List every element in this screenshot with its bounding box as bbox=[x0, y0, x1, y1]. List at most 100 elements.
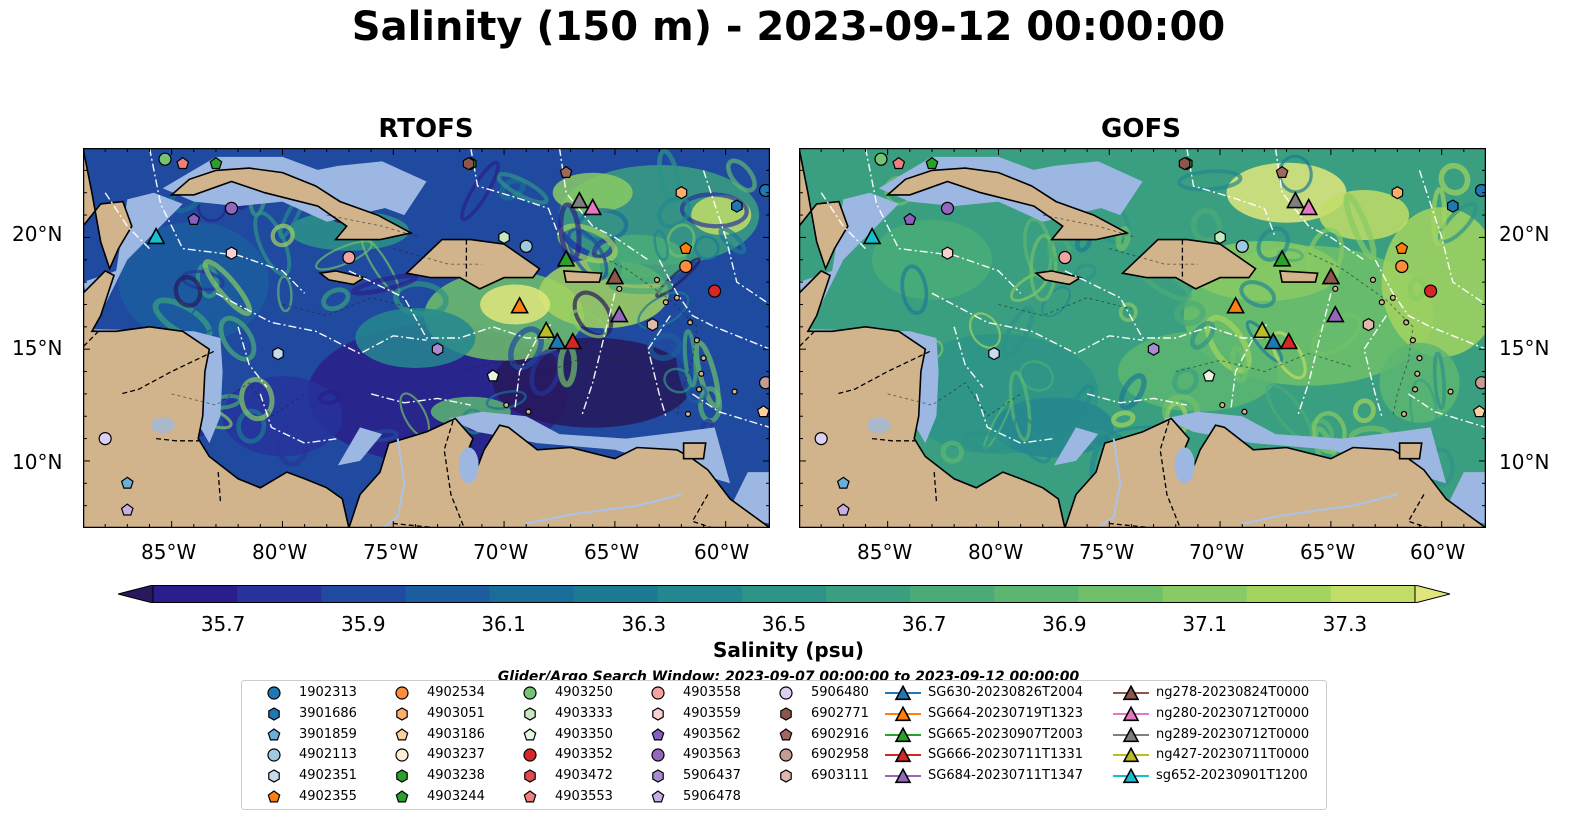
lon-label-85w-rtofs: 85°W bbox=[141, 540, 197, 564]
legend-label: SG666-20230711T1331 bbox=[928, 747, 1084, 763]
marker-4903244 bbox=[209, 156, 223, 170]
legend-label: SG684-20230711T1347 bbox=[928, 768, 1084, 784]
legend-label: 4903350 bbox=[555, 726, 613, 742]
marker-4903563 bbox=[224, 201, 239, 215]
triangle-marker bbox=[1122, 684, 1140, 701]
pentagon-marker bbox=[523, 790, 537, 803]
marker-4902355 bbox=[1395, 241, 1409, 255]
marker-4902534 bbox=[1395, 259, 1409, 274]
pentagon-marker bbox=[267, 790, 281, 803]
legend-label: 6902771 bbox=[811, 705, 869, 721]
pentagon-marker bbox=[651, 790, 665, 803]
marker-6902916 bbox=[1275, 165, 1289, 178]
colorbar-tick-label: 37.3 bbox=[1322, 612, 1368, 636]
colorbar-tick-label: 35.7 bbox=[200, 612, 246, 636]
legend: 1902313 3901686 3901859 4902113 4902351 49023… bbox=[241, 680, 1327, 810]
triangle-marker-icon bbox=[1113, 726, 1149, 742]
legend-label: 5906437 bbox=[683, 768, 741, 784]
land-mass bbox=[1034, 270, 1083, 286]
hexagon-marker bbox=[524, 769, 536, 783]
marker-4903051 bbox=[675, 186, 688, 200]
triangle-marker-icon bbox=[885, 705, 921, 721]
lon-label-80w-rtofs: 80°W bbox=[252, 540, 308, 564]
lon-label-70w-rtofs: 70°W bbox=[473, 540, 529, 564]
marker-sg652-20230901T1200 bbox=[146, 226, 166, 245]
legend-label: sg652-20230901T1200 bbox=[1156, 768, 1308, 784]
marker-SG665-20230907T2003 bbox=[556, 249, 576, 267]
marker-4903553 bbox=[892, 156, 906, 170]
pentagon-marker-icon bbox=[267, 790, 281, 803]
hexagon-marker-icon bbox=[780, 769, 792, 783]
lon-label-80w-gofs: 80°W bbox=[968, 540, 1024, 564]
marker-ng289-20230712T0000 bbox=[570, 191, 589, 209]
panel-title-rtofs: RTOFS bbox=[378, 114, 474, 144]
marker-ng280-20230712T0000 bbox=[1299, 197, 1319, 216]
land-mass bbox=[169, 167, 414, 241]
hexagon-marker bbox=[652, 769, 664, 783]
circle-marker-icon bbox=[779, 748, 793, 762]
marker-SG664-20230719T1323 bbox=[1226, 296, 1245, 314]
triangle-marker bbox=[1122, 767, 1140, 784]
marker-4903562 bbox=[903, 212, 917, 226]
marker-4902534 bbox=[679, 259, 693, 274]
legend-label: 4903250 bbox=[555, 685, 613, 700]
land-mass bbox=[799, 269, 1066, 528]
circle-marker bbox=[651, 748, 665, 762]
legend-label: SG665-20230907T2003 bbox=[928, 726, 1084, 742]
marker-4903558 bbox=[1058, 250, 1072, 265]
pentagon-marker-icon bbox=[523, 790, 537, 803]
colorbar-segment bbox=[994, 585, 1079, 603]
land-mass bbox=[1120, 238, 1257, 290]
land-mass bbox=[404, 238, 541, 290]
colorbar-segment bbox=[1330, 585, 1416, 603]
legend-label: 5906478 bbox=[683, 789, 741, 804]
lat-label-20n-left: 20°N bbox=[12, 222, 63, 246]
circle-marker bbox=[395, 686, 409, 700]
legend-label: 4903333 bbox=[555, 705, 613, 721]
marker-4903558 bbox=[342, 250, 356, 265]
marker-SG666-20230711T1331 bbox=[1279, 332, 1299, 350]
colorbar-segment bbox=[657, 585, 743, 603]
legend-label: 4903238 bbox=[427, 768, 485, 784]
hexagon-marker-icon bbox=[652, 769, 664, 783]
marker-4902355 bbox=[679, 241, 693, 255]
pentagon-marker bbox=[523, 727, 537, 741]
land-mass bbox=[83, 269, 350, 528]
hexagon-marker bbox=[268, 769, 280, 783]
land-mass bbox=[1064, 417, 1486, 528]
circle-marker bbox=[395, 748, 409, 762]
hexagon-marker-icon bbox=[652, 707, 664, 721]
marker-ng278-20230824T0000 bbox=[605, 267, 625, 285]
colorbar-segment bbox=[1078, 585, 1164, 603]
legend-label: 4903553 bbox=[555, 789, 613, 804]
land-mass bbox=[83, 148, 133, 271]
colorbar-segment bbox=[237, 585, 322, 603]
hexagon-marker-icon bbox=[524, 769, 536, 783]
marker-4903352 bbox=[707, 284, 722, 298]
marker-5906478 bbox=[120, 503, 134, 516]
land-mass bbox=[562, 270, 603, 283]
land-mass bbox=[799, 148, 849, 271]
hexagon-marker bbox=[780, 707, 792, 721]
lon-label-75w-gofs: 75°W bbox=[1079, 540, 1135, 564]
marker-4902351 bbox=[988, 346, 1000, 361]
panel-title-gofs: GOFS bbox=[1101, 114, 1181, 144]
colorbar-segment bbox=[741, 585, 827, 603]
marker-5906478 bbox=[836, 503, 850, 516]
marker-1902313 bbox=[1474, 183, 1486, 198]
circle-marker-icon bbox=[267, 748, 281, 762]
colorbar-label: Salinity (psu) bbox=[712, 638, 864, 662]
pentagon-marker-icon bbox=[395, 727, 409, 741]
colorbar-extend-min bbox=[118, 585, 154, 603]
triangle-marker bbox=[894, 705, 912, 721]
marker-3901859 bbox=[120, 476, 134, 489]
legend-label: 4902351 bbox=[299, 768, 357, 784]
legend-label: 4903563 bbox=[683, 747, 741, 763]
triangle-marker bbox=[894, 684, 912, 701]
marker-ng280-20230712T0000 bbox=[583, 197, 603, 216]
marker-ng289-20230712T0000 bbox=[1286, 191, 1305, 209]
legend-label: 4903237 bbox=[427, 747, 485, 763]
pentagon-marker-icon bbox=[523, 727, 537, 741]
marker-4903559 bbox=[941, 246, 954, 260]
legend-label: ng278-20230824T0000 bbox=[1156, 685, 1310, 700]
